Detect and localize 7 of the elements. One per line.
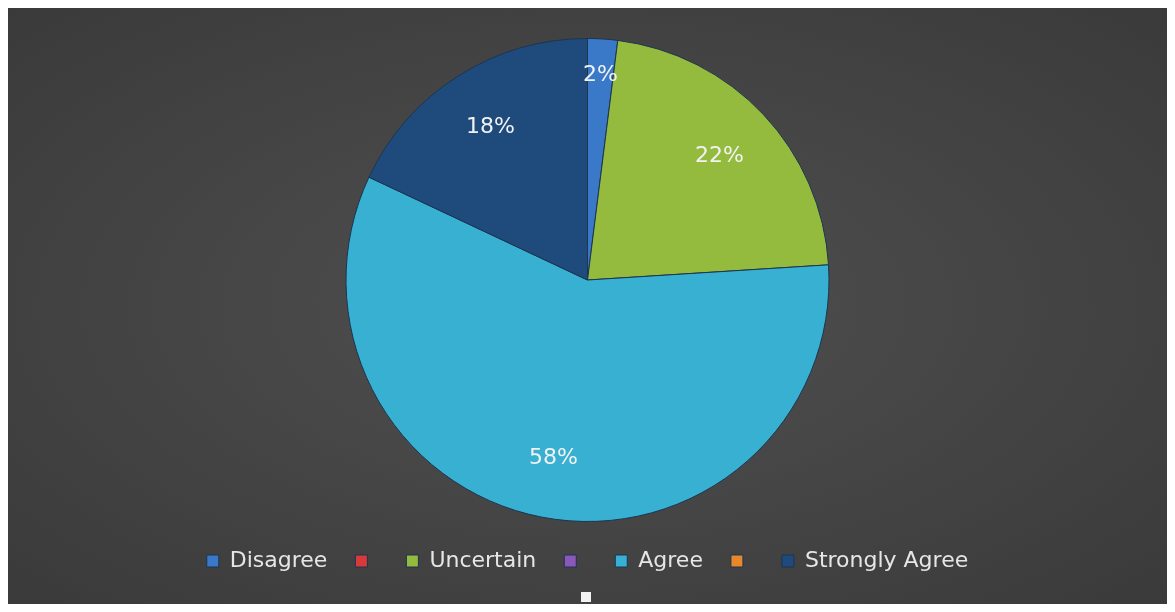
legend-label: Strongly Agree: [804, 546, 969, 572]
data-label: 18%: [466, 112, 515, 138]
data-label: 22%: [695, 141, 744, 167]
legend-label: Disagree: [229, 546, 328, 572]
legend-label: Agree: [638, 546, 703, 572]
legend-label: Uncertain: [429, 546, 537, 572]
data-label: 58%: [529, 443, 579, 469]
